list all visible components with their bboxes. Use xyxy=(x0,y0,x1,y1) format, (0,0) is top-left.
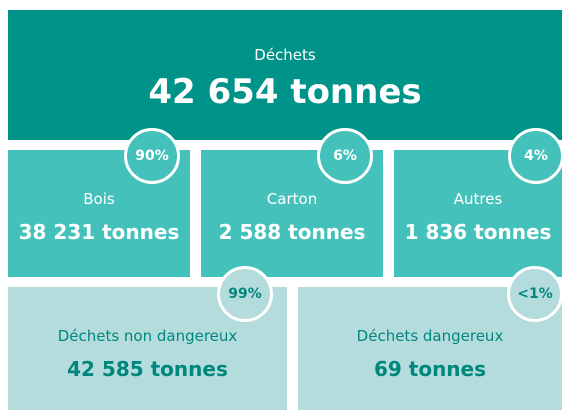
hazard-label: Déchets dangereux xyxy=(356,327,504,345)
material-value: 38 231 tonnes xyxy=(18,220,180,244)
hazard-value: 69 tonnes xyxy=(373,357,487,381)
hazard-label: Déchets non dangereux xyxy=(57,327,238,345)
material-label: Bois xyxy=(83,190,115,208)
share-badge: <1% xyxy=(507,266,563,322)
share-badge: 4% xyxy=(508,128,564,184)
share-badge: 99% xyxy=(217,266,273,322)
material-label: Carton xyxy=(266,190,318,208)
total-label: Déchets xyxy=(254,46,316,64)
total-box: Déchets 42 654 tonnes xyxy=(8,10,562,140)
material-value: 2 588 tonnes xyxy=(218,220,366,244)
hazard-value: 42 585 tonnes xyxy=(67,357,228,381)
total-value: 42 654 tonnes xyxy=(148,72,422,112)
share-badge: 6% xyxy=(317,128,373,184)
material-label: Autres xyxy=(453,190,503,208)
share-badge: 90% xyxy=(124,128,180,184)
material-value: 1 836 tonnes xyxy=(404,220,552,244)
